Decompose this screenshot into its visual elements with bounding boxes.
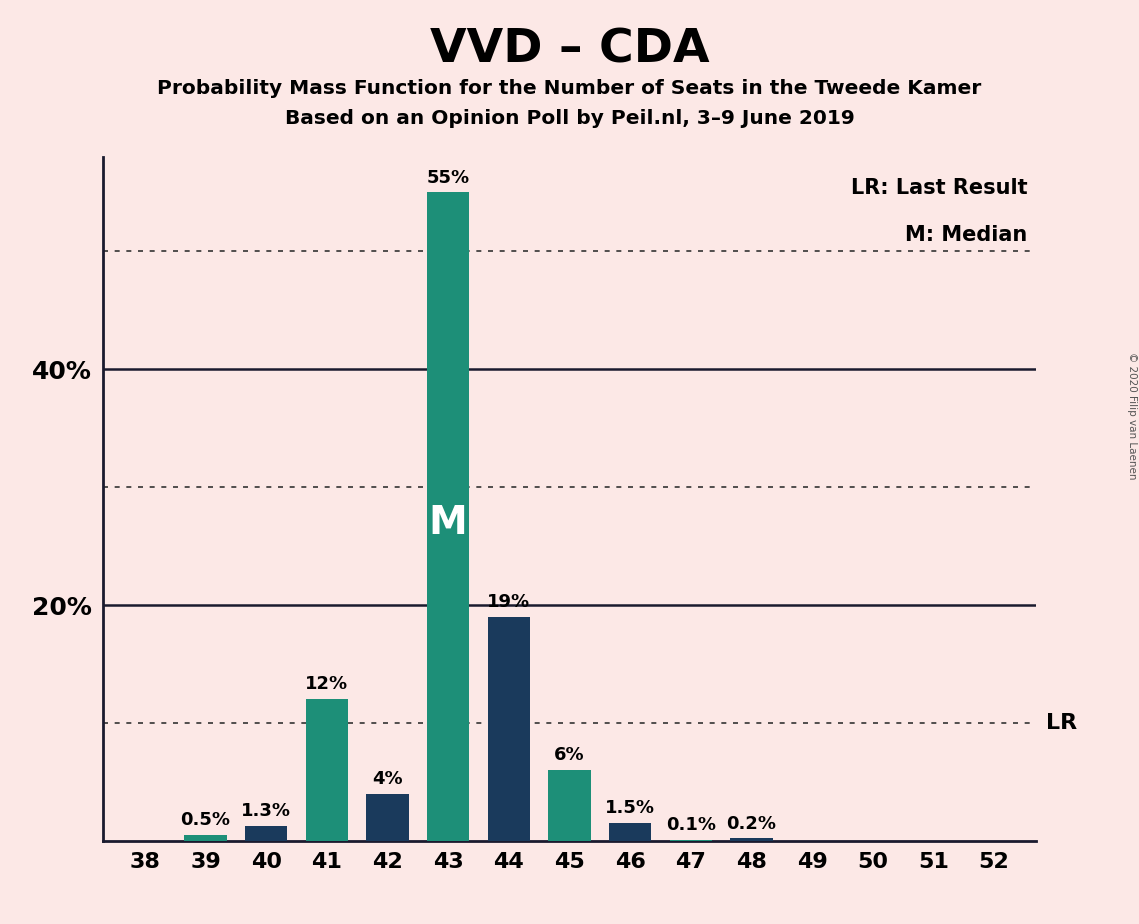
Text: LR: LR <box>1046 713 1077 733</box>
Text: M: Median: M: Median <box>904 225 1027 246</box>
Text: 12%: 12% <box>305 675 349 694</box>
Bar <box>427 192 469 841</box>
Bar <box>548 770 591 841</box>
Bar <box>487 617 530 841</box>
Text: Based on an Opinion Poll by Peil.nl, 3–9 June 2019: Based on an Opinion Poll by Peil.nl, 3–9… <box>285 109 854 128</box>
Text: 6%: 6% <box>555 747 584 764</box>
Text: M: M <box>428 504 468 541</box>
Text: 1.3%: 1.3% <box>241 802 292 820</box>
Text: © 2020 Filip van Laenen: © 2020 Filip van Laenen <box>1126 352 1137 480</box>
Text: LR: Last Result: LR: Last Result <box>851 177 1027 198</box>
Text: VVD – CDA: VVD – CDA <box>429 28 710 73</box>
Bar <box>305 699 349 841</box>
Bar <box>245 825 287 841</box>
Text: 1.5%: 1.5% <box>605 799 655 817</box>
Bar <box>670 840 712 841</box>
Text: 19%: 19% <box>487 593 531 611</box>
Text: 0.5%: 0.5% <box>181 811 230 829</box>
Bar <box>609 823 652 841</box>
Bar <box>367 794 409 841</box>
Text: 55%: 55% <box>427 168 469 187</box>
Bar <box>730 838 772 841</box>
Text: 0.2%: 0.2% <box>727 815 777 833</box>
Text: 0.1%: 0.1% <box>666 816 715 833</box>
Text: Probability Mass Function for the Number of Seats in the Tweede Kamer: Probability Mass Function for the Number… <box>157 79 982 98</box>
Bar <box>185 835 227 841</box>
Text: 4%: 4% <box>372 770 403 788</box>
